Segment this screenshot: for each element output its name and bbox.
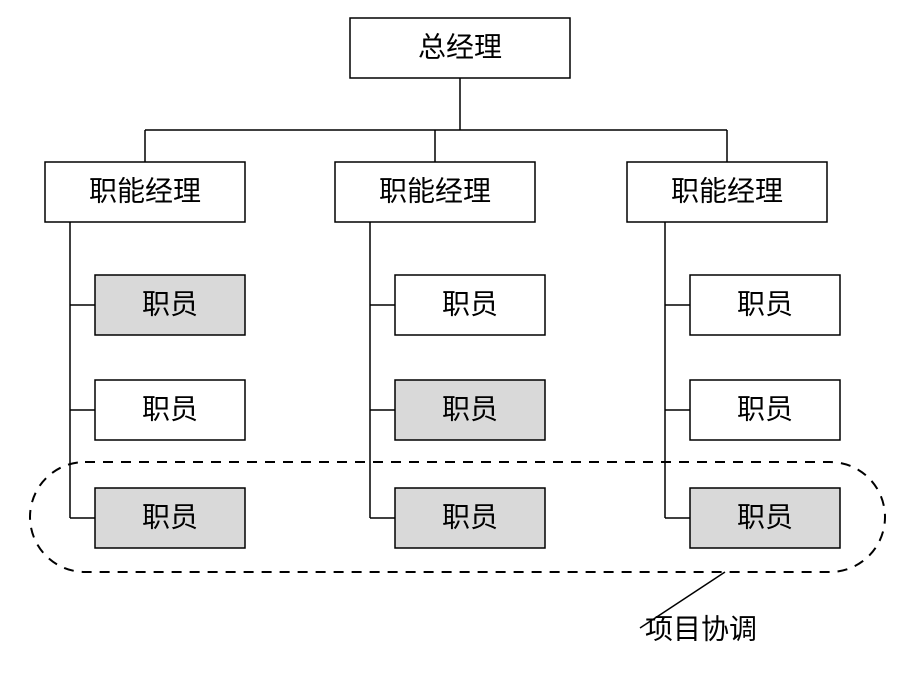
branch-label: 职能经理 [89,176,201,208]
leaf-label: 职员 [142,290,198,321]
org-chart: 总经理职能经理职员职员职员职能经理职员职员职员职能经理职员职员职员项目协调 [0,0,923,685]
leaf-label: 职员 [142,503,198,534]
root-label: 总经理 [418,32,502,64]
leaf-label: 职员 [442,503,498,534]
leaf-label: 职员 [142,395,198,426]
leaf-label: 职员 [442,395,498,426]
leaf-label: 职员 [737,503,793,534]
branch-label: 职能经理 [379,176,491,208]
leaf-label: 职员 [737,290,793,321]
leaf-label: 职员 [737,395,793,426]
footer-label: 项目协调 [645,614,757,646]
leaf-label: 职员 [442,290,498,321]
branch-label: 职能经理 [671,176,783,208]
